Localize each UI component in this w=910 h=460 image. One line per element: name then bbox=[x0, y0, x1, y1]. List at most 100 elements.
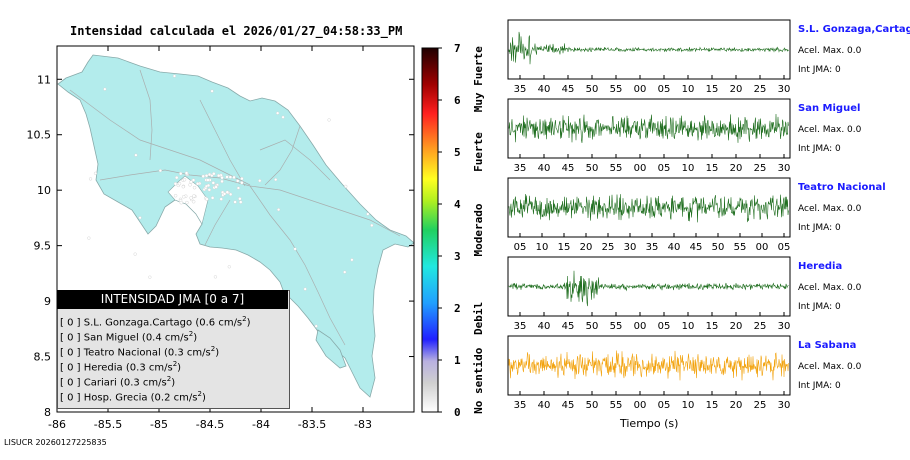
waveform-tick-label: 10 bbox=[682, 321, 695, 332]
station-dot bbox=[207, 188, 212, 192]
station-dot bbox=[210, 196, 215, 200]
station-dot bbox=[172, 74, 177, 78]
waveform-trace bbox=[508, 193, 789, 223]
waveform-tick-label: 10 bbox=[682, 84, 695, 95]
station-int-jma: Int JMA: 0 bbox=[798, 223, 841, 233]
map-x-tick-label: -84.5 bbox=[196, 418, 224, 431]
station-dot bbox=[327, 118, 331, 122]
station-name: La Sabana bbox=[798, 340, 857, 351]
station-name: Teatro Nacional bbox=[798, 182, 886, 193]
station-dot bbox=[236, 179, 240, 183]
map-x-axis: -86 -85.5 -85 -84.5 -84 -83.5 -83 bbox=[48, 46, 372, 431]
map-x-tick-label: -85.5 bbox=[94, 418, 122, 431]
station-dot bbox=[222, 192, 227, 196]
station-dot bbox=[179, 201, 183, 205]
station-int-jma: Int JMA: 0 bbox=[798, 302, 841, 312]
waveform-tick-label: 25 bbox=[754, 163, 767, 174]
waveform-tick-label: 00 bbox=[634, 84, 647, 95]
waveform-tick-label: 45 bbox=[562, 321, 575, 332]
legend-row: [ 0 ] Cariari (0.3 cm/s2) bbox=[60, 375, 175, 388]
waveform-tick-label: 10 bbox=[682, 400, 695, 411]
colorbar-tick-label: 7 bbox=[454, 42, 461, 55]
waveform-tick-label: 05 bbox=[658, 321, 671, 332]
legend-row: [ 0 ] Hosp. Grecia (0.2 cm/s2) bbox=[60, 390, 206, 403]
waveform-tick-label: 30 bbox=[778, 84, 791, 95]
station-dot bbox=[192, 185, 197, 190]
legend-row: [ 0 ] Heredia (0.3 cm/s2) bbox=[60, 360, 181, 373]
legend-title: INTENSIDAD JMA [0 a 7] bbox=[57, 290, 288, 309]
waveform-tick-label: 05 bbox=[658, 163, 671, 174]
waveform-tick-label: 25 bbox=[754, 400, 767, 411]
map-y-tick-label: 10 bbox=[37, 184, 51, 197]
colorbar-category-label: Debil bbox=[472, 302, 485, 335]
waveform-tick-label: 00 bbox=[634, 321, 647, 332]
colorbar-tick-label: 3 bbox=[454, 250, 461, 263]
waveform-tick-label: 20 bbox=[730, 321, 743, 332]
colorbar-category-label: Fuerte bbox=[472, 132, 485, 172]
station-dot bbox=[179, 171, 183, 176]
map-frame bbox=[56, 45, 415, 413]
station-dot bbox=[184, 171, 189, 175]
waveform-tick-label: 30 bbox=[778, 400, 791, 411]
station-dot bbox=[276, 111, 280, 115]
station-acel-max: Acel. Max. 0.0 bbox=[798, 46, 862, 56]
waveform-panels: 35 40 45 50 55 00 05 10 15 20 25 30 35 40 45 50 55 00 05 10… bbox=[507, 19, 791, 411]
waveform-tick-label: 15 bbox=[706, 84, 719, 95]
legend-row-name: S.L. Gonzaga.Cartago bbox=[83, 317, 193, 329]
station-acel-max: Acel. Max. 0.0 bbox=[798, 283, 862, 293]
waveform-trace bbox=[508, 113, 789, 143]
station-dot bbox=[181, 185, 185, 189]
waveform-tick-label: 10 bbox=[536, 242, 549, 253]
legend-row-value: (0.2 cm/s bbox=[150, 392, 198, 404]
station-dot bbox=[240, 181, 244, 185]
waveform-tick-label: 40 bbox=[538, 163, 551, 174]
waveform-tick-label: 40 bbox=[538, 400, 551, 411]
waveform-tick-label: 55 bbox=[610, 163, 623, 174]
waveform-tick-label: 40 bbox=[538, 321, 551, 332]
station-dot bbox=[173, 182, 178, 186]
colorbar-category-label: No sentido bbox=[472, 347, 485, 414]
station-dot bbox=[158, 169, 162, 173]
station-dot bbox=[191, 199, 196, 204]
station-acel-max: Acel. Max. 0.0 bbox=[798, 125, 862, 135]
station-dot bbox=[204, 174, 209, 178]
station-dot bbox=[227, 265, 231, 269]
waveform-panel: 35 40 45 50 55 00 05 10 15 20 25 30 bbox=[507, 19, 791, 95]
legend-row-unit-exponent: 2 bbox=[242, 315, 247, 323]
map-y-tick-label: 9.5 bbox=[34, 240, 52, 253]
time-axis-label: Tiempo (s) bbox=[620, 417, 679, 430]
station-dot bbox=[277, 208, 281, 212]
legend-row: [ 0 ] Teatro Nacional (0.3 cm/s2) bbox=[60, 345, 219, 358]
legend-row-name: Teatro Nacional bbox=[83, 347, 161, 359]
waveform-tick-label: 55 bbox=[610, 321, 623, 332]
station-dot bbox=[293, 247, 297, 251]
waveform-tick-label: 35 bbox=[514, 163, 527, 174]
waveform-tick-label: 50 bbox=[586, 84, 599, 95]
map-y-axis: 11 10.5 10 9.5 9 8.5 8 bbox=[27, 73, 414, 419]
station-dot bbox=[182, 195, 186, 199]
station-dot bbox=[236, 186, 241, 190]
map-x-tick-label: -85 bbox=[150, 418, 168, 431]
footer-id: LISUCR 20260127225835 bbox=[4, 438, 107, 447]
waveform-tick-label: 00 bbox=[756, 242, 769, 253]
station-dot bbox=[177, 181, 182, 186]
station-dot bbox=[189, 196, 193, 200]
legend-row-close: ) bbox=[193, 332, 198, 344]
waveform-tick-label: 05 bbox=[658, 400, 671, 411]
station-dot bbox=[210, 89, 214, 93]
waveform-tick-label: 20 bbox=[580, 242, 593, 253]
legend-row: [ 0 ] S.L. Gonzaga.Cartago (0.6 cm/s2) bbox=[60, 315, 251, 328]
station-dot bbox=[210, 174, 214, 178]
station-dot bbox=[258, 179, 262, 183]
station-dot bbox=[189, 180, 193, 184]
station-name: S.L. Gonzaga,Cartago bbox=[798, 24, 910, 35]
map-y-tick-label: 9 bbox=[44, 295, 51, 308]
station-dot bbox=[133, 252, 137, 256]
station-dot bbox=[192, 194, 196, 198]
legend-row-level: [ 0 ] bbox=[60, 332, 81, 344]
waveform-tick-label: 50 bbox=[586, 321, 599, 332]
legend-row-unit-exponent: 2 bbox=[172, 360, 178, 368]
station-dot bbox=[191, 178, 196, 182]
legend-row-level: [ 0 ] bbox=[60, 377, 81, 389]
legend-row-close: ) bbox=[201, 392, 206, 404]
